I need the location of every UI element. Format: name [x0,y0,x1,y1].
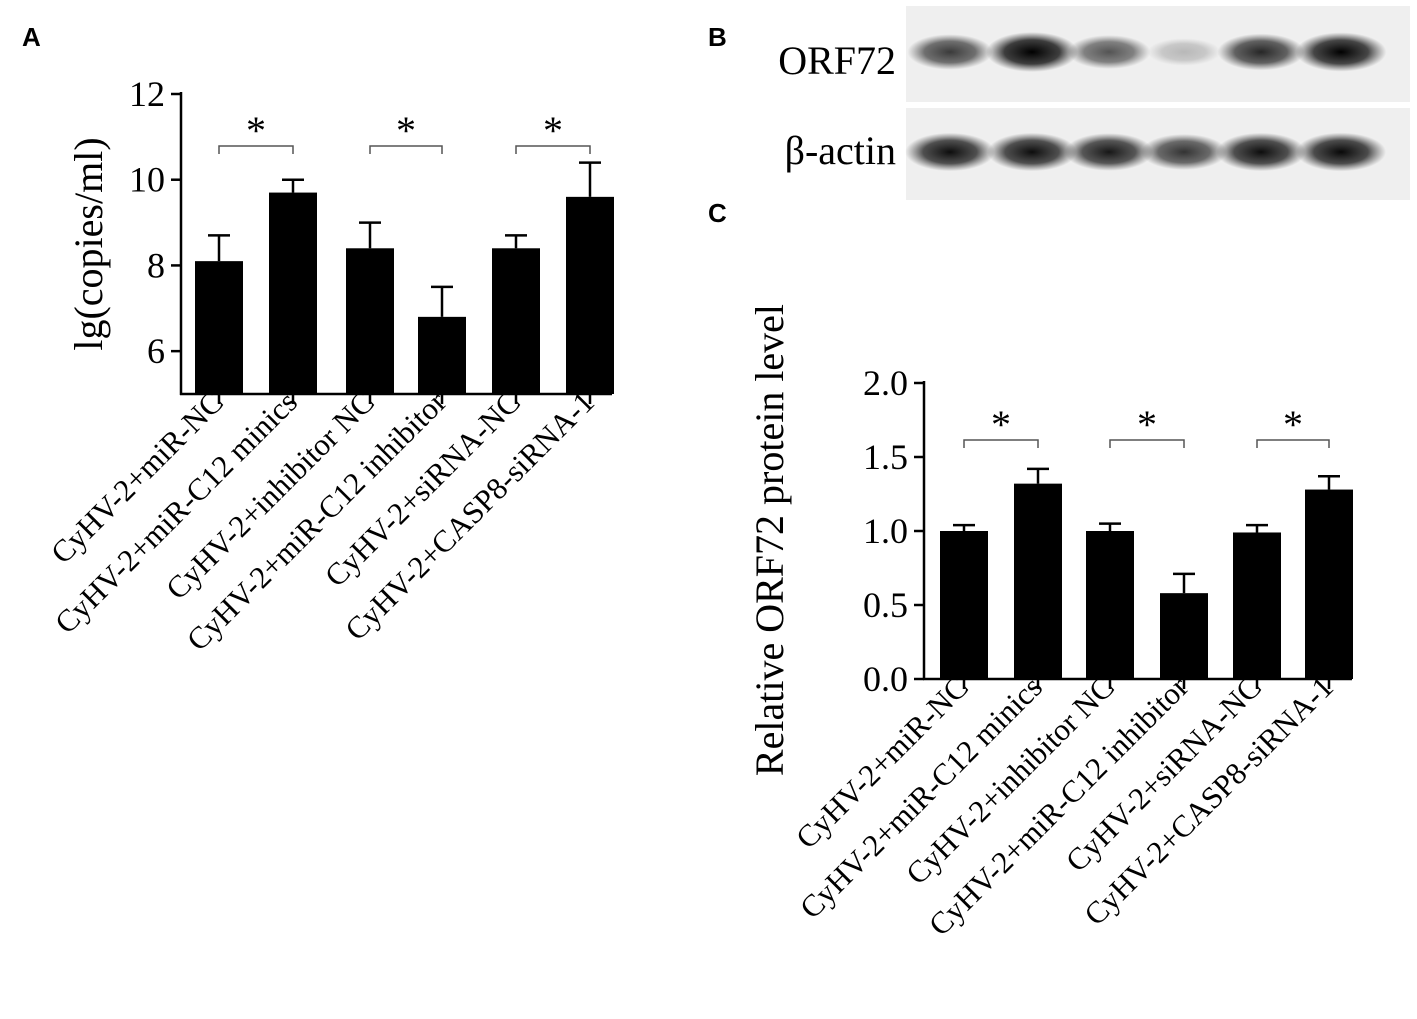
y-tick-label: 6 [147,331,165,371]
y-tick-label: 0.5 [863,585,908,625]
y-tick-label: 2.0 [863,363,908,403]
chart-a: 681012lg(copies/ml)CyHV-2+miR-NCCyHV-2+m… [44,74,614,657]
blot-band [1217,33,1305,71]
blot-band [986,32,1078,72]
significance-bracket [515,145,591,154]
significance-star: * [396,108,416,153]
significance-star: * [246,108,266,153]
bar [418,316,466,394]
panel-letter-a: A [22,22,41,52]
bar [1305,489,1353,679]
y-tick-label: 8 [147,245,165,285]
chart-c: 0.0 0.5 1.0 1.5 2.0 Relative ORF72 protein le… [747,304,1353,942]
bar [492,248,540,394]
blot-band [1141,134,1227,170]
y-tick-label: 0.0 [863,659,908,699]
significance-bracket [963,439,1039,448]
blot-row-label: ORF72 [778,38,896,83]
y-axis-label: lg(copies/ml) [66,137,111,350]
significance-bracket [1256,439,1330,448]
significance-star: * [991,402,1011,447]
significance-star: * [543,108,563,153]
bar [1233,532,1281,679]
bar [1014,483,1062,679]
bar [346,248,394,394]
significance-bracket [1109,439,1185,448]
y-tick-label: 10 [129,160,165,200]
blot-band [1067,35,1151,69]
blot-band [1216,132,1306,172]
bar [940,531,988,679]
significance-bracket [218,145,294,154]
bar [269,192,317,394]
panel-letter-c: C [708,198,727,228]
bar [1160,593,1208,679]
western-blot: ORF72 β-actin [778,6,1410,200]
significance-star: * [1137,402,1157,447]
blot-band [1295,132,1387,172]
blot-band [987,132,1077,172]
blot-band [905,132,995,172]
blot-band [1295,32,1387,72]
significance-bracket [369,145,443,154]
blot-band [907,34,993,70]
y-tick-label: 12 [129,74,165,114]
blot-band [1064,133,1154,171]
bar [566,196,614,394]
y-tick-label: 1.0 [863,511,908,551]
blot-band [1147,38,1221,66]
panel-letter-b: B [708,22,727,52]
y-tick-label: 1.5 [863,437,908,477]
y-axis-label: Relative ORF72 protein level [747,304,792,776]
blot-row-label: β-actin [785,128,896,173]
significance-star: * [1283,402,1303,447]
bar [195,261,243,394]
bar [1086,531,1134,679]
